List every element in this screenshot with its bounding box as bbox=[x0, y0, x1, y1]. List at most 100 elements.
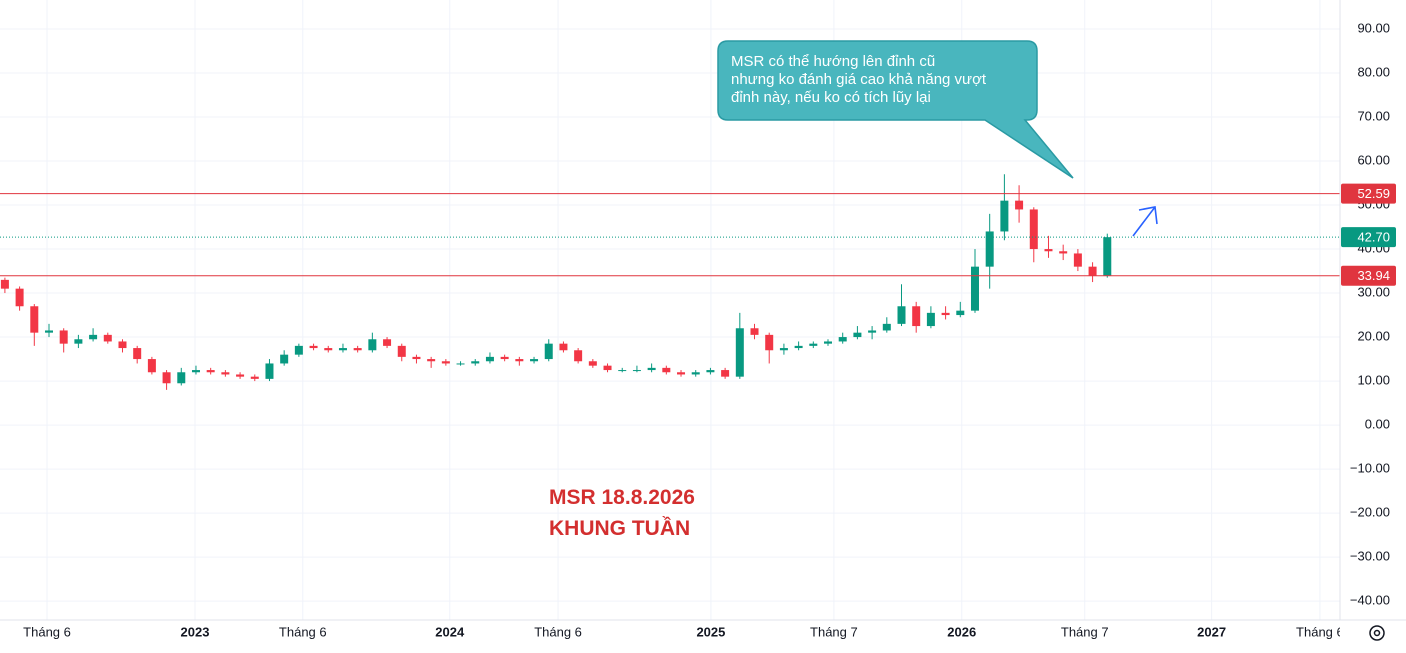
candle-body bbox=[794, 345, 803, 349]
y-tick-label: 30.00 bbox=[1357, 284, 1390, 299]
x-tick-label: Tháng 6 bbox=[279, 624, 327, 639]
callout-box bbox=[717, 40, 1074, 179]
candle-body bbox=[324, 348, 333, 351]
candle-body bbox=[1000, 200, 1009, 232]
candle-body bbox=[15, 288, 24, 307]
price-label-bg bbox=[1341, 227, 1396, 248]
candle-body bbox=[236, 374, 245, 377]
candle-body bbox=[706, 370, 715, 373]
y-tick-label: 10.00 bbox=[1357, 373, 1390, 388]
candle-body bbox=[44, 330, 53, 333]
candle-body bbox=[221, 372, 230, 375]
candle-body bbox=[0, 279, 9, 289]
candle-body bbox=[1015, 200, 1024, 210]
x-tick-label: Tháng 7 bbox=[810, 624, 858, 639]
y-tick-label: 90.00 bbox=[1357, 20, 1390, 35]
candle-body bbox=[970, 266, 979, 311]
price-label-bg bbox=[1341, 265, 1396, 286]
x-tick-label: Tháng 7 bbox=[1061, 624, 1109, 639]
candle-body bbox=[294, 345, 303, 355]
y-tick-label: 70.00 bbox=[1357, 108, 1390, 123]
candle-body bbox=[677, 372, 686, 375]
candle-body bbox=[824, 341, 833, 344]
candle-body bbox=[985, 231, 994, 267]
candle-body bbox=[750, 328, 759, 335]
y-tick-label: 60.00 bbox=[1357, 152, 1390, 167]
price-label: 42.70 bbox=[1357, 230, 1390, 245]
candle-body bbox=[912, 306, 921, 327]
candle-body bbox=[191, 370, 200, 373]
price-label: 52.59 bbox=[1357, 186, 1390, 201]
candle-body bbox=[574, 350, 583, 362]
annotation: KHUNG TUẦN bbox=[549, 517, 690, 540]
y-tick-label: 0.00 bbox=[1365, 417, 1390, 432]
candle-body bbox=[897, 306, 906, 324]
candle-body bbox=[1059, 251, 1068, 254]
x-tick-label: 2027 bbox=[1197, 624, 1226, 639]
candle-body bbox=[1029, 209, 1038, 250]
x-tick-label: Tháng 6 bbox=[1296, 624, 1344, 639]
candle-body bbox=[427, 359, 436, 362]
y-tick-label: 80.00 bbox=[1357, 64, 1390, 79]
callout-text: nhưng ko đánh giá cao khả năng vượt bbox=[731, 71, 987, 88]
arrow bbox=[1132, 206, 1158, 237]
annotation: MSR 18.8.2026 bbox=[549, 486, 695, 509]
candle-body bbox=[647, 367, 656, 371]
candle-body bbox=[809, 343, 818, 346]
candle-body bbox=[471, 361, 480, 364]
price-label: 33.94 bbox=[1357, 268, 1390, 283]
candle-body bbox=[779, 348, 788, 351]
grid bbox=[0, 0, 1340, 620]
candle-body bbox=[721, 370, 730, 377]
candle-body bbox=[838, 337, 847, 342]
y-tick-label: −20.00 bbox=[1350, 505, 1390, 520]
y-tick-label: −10.00 bbox=[1350, 461, 1390, 476]
candle-body bbox=[456, 363, 465, 365]
candle-body bbox=[162, 372, 171, 384]
callout-text: đỉnh này, nếu ko có tích lũy lại bbox=[731, 89, 931, 106]
candle-body bbox=[309, 345, 318, 349]
candle-body bbox=[500, 356, 509, 360]
candle-body bbox=[89, 334, 98, 340]
callout-text: MSR có thể hướng lên đỉnh cũ bbox=[731, 53, 935, 70]
candle-body bbox=[691, 372, 700, 375]
candle-body bbox=[280, 354, 289, 364]
candle-body bbox=[868, 330, 877, 333]
plot bbox=[0, 174, 1340, 390]
x-tick-label: 2023 bbox=[181, 624, 210, 639]
candle-body bbox=[133, 348, 142, 360]
candle-body bbox=[515, 359, 524, 362]
candle-body bbox=[544, 343, 553, 360]
candle-body bbox=[956, 310, 965, 316]
candle-body bbox=[353, 348, 362, 351]
candle-body bbox=[30, 306, 39, 333]
candle-body bbox=[926, 312, 935, 327]
y-tick-label: 20.00 bbox=[1357, 328, 1390, 343]
candle-body bbox=[662, 367, 671, 373]
candle-body bbox=[882, 323, 891, 331]
candle-body bbox=[177, 372, 186, 384]
candle-body bbox=[412, 356, 421, 360]
candle-body bbox=[530, 359, 539, 362]
x-tick-label: 2025 bbox=[696, 624, 725, 639]
candle-body bbox=[1088, 266, 1097, 276]
settings-icon[interactable] bbox=[1369, 625, 1385, 641]
candle-body bbox=[765, 334, 774, 351]
candle-body bbox=[338, 348, 347, 351]
candle-body bbox=[853, 332, 862, 338]
candle-body bbox=[118, 341, 127, 349]
candle-body bbox=[603, 365, 612, 371]
candle-body bbox=[147, 359, 156, 373]
candle-body bbox=[397, 345, 406, 357]
candle-body bbox=[265, 363, 274, 379]
candle-body bbox=[735, 328, 744, 377]
x-tick-label: Tháng 6 bbox=[534, 624, 582, 639]
candle-body bbox=[441, 361, 450, 364]
x-tick-label: Tháng 6 bbox=[23, 624, 71, 639]
candle-body bbox=[383, 339, 392, 346]
candle-body bbox=[559, 343, 568, 351]
price-label-bg bbox=[1341, 183, 1396, 204]
candle-body bbox=[618, 370, 627, 372]
candle-body bbox=[632, 370, 641, 372]
candle-body bbox=[1073, 253, 1082, 267]
